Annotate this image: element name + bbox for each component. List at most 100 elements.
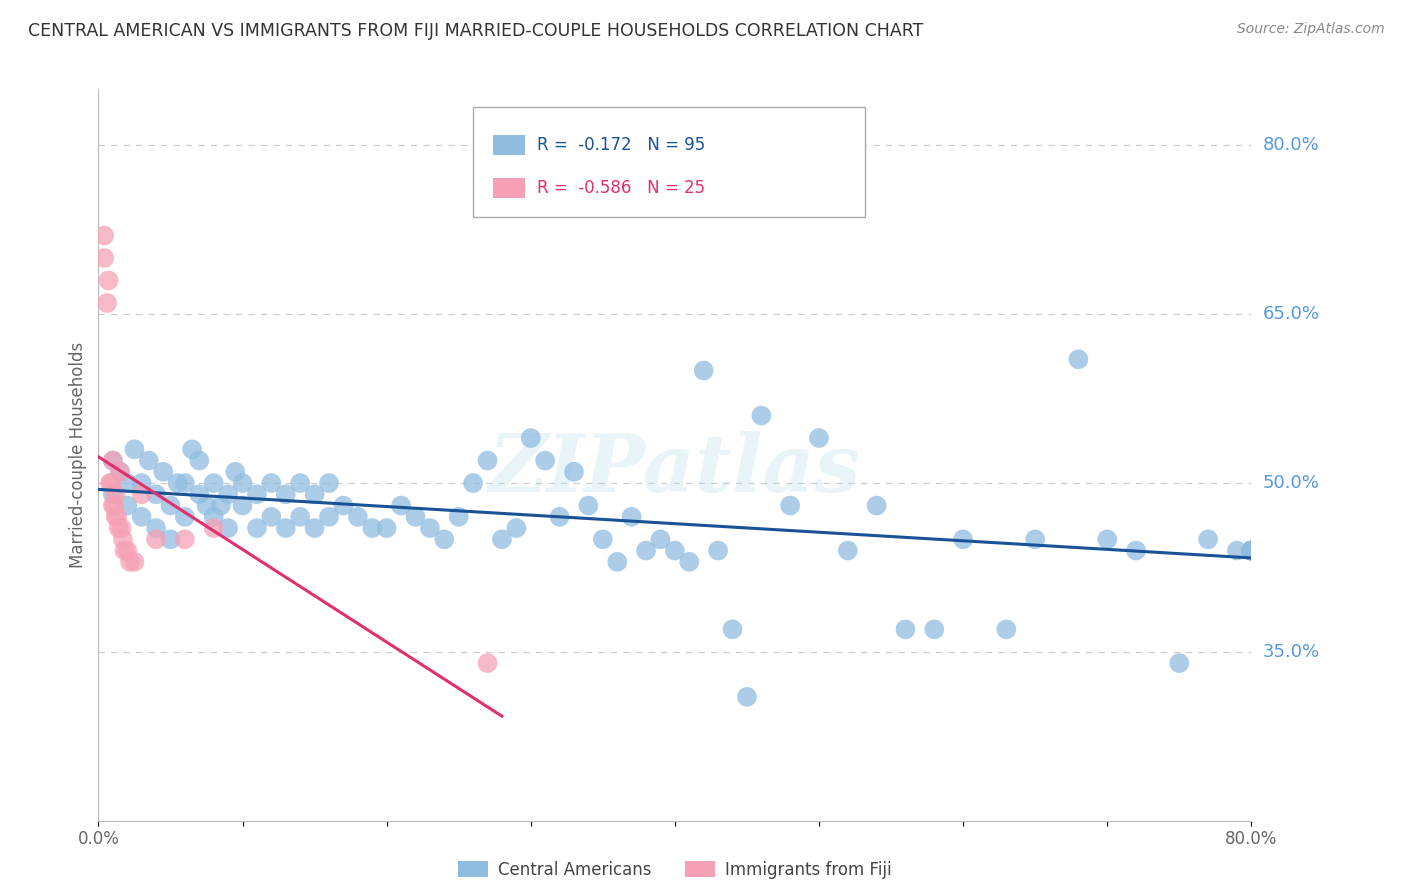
Point xyxy=(290,509,312,524)
Point xyxy=(304,521,326,535)
Point xyxy=(101,499,124,513)
Point xyxy=(1067,352,1090,367)
Point xyxy=(1240,543,1263,558)
Point xyxy=(97,273,120,287)
Point xyxy=(779,499,801,513)
Text: CENTRAL AMERICAN VS IMMIGRANTS FROM FIJI MARRIED-COUPLE HOUSEHOLDS CORRELATION C: CENTRAL AMERICAN VS IMMIGRANTS FROM FIJI… xyxy=(28,22,924,40)
Point xyxy=(105,509,128,524)
Bar xyxy=(492,178,524,198)
Point xyxy=(1240,543,1263,558)
Point xyxy=(1024,533,1046,547)
Point xyxy=(562,465,585,479)
Point xyxy=(124,555,146,569)
Point xyxy=(110,521,132,535)
Point xyxy=(145,521,167,535)
Point xyxy=(290,476,312,491)
Point xyxy=(131,487,153,501)
Point xyxy=(246,521,269,535)
Point xyxy=(578,499,600,513)
Point xyxy=(202,476,225,491)
Point xyxy=(103,499,125,513)
Point xyxy=(174,533,197,547)
Point xyxy=(260,509,283,524)
Point xyxy=(181,442,204,457)
Point xyxy=(477,656,499,670)
Point xyxy=(1240,543,1263,558)
Point xyxy=(104,487,127,501)
Point xyxy=(636,543,658,558)
Point xyxy=(693,363,716,377)
Legend: Central Americans, Immigrants from Fiji: Central Americans, Immigrants from Fiji xyxy=(451,855,898,886)
Point xyxy=(707,543,730,558)
Point xyxy=(548,509,571,524)
Point xyxy=(100,476,122,491)
Point xyxy=(231,499,254,513)
Point xyxy=(419,521,441,535)
Point xyxy=(477,453,499,467)
Point xyxy=(304,487,326,501)
Point xyxy=(124,442,146,457)
Point xyxy=(138,453,160,467)
Text: 35.0%: 35.0% xyxy=(1263,643,1320,661)
Point xyxy=(389,499,412,513)
Point xyxy=(93,228,115,243)
Point xyxy=(1240,543,1263,558)
Point xyxy=(751,409,773,423)
Text: 80.0%: 80.0% xyxy=(1263,136,1319,154)
Point xyxy=(202,521,225,535)
Point xyxy=(1197,533,1219,547)
Point xyxy=(318,509,340,524)
Point xyxy=(592,533,614,547)
Point xyxy=(195,499,218,513)
Point xyxy=(650,533,672,547)
Point xyxy=(117,499,138,513)
Point xyxy=(534,453,557,467)
Point xyxy=(117,543,138,558)
Point xyxy=(217,521,239,535)
Point xyxy=(332,499,354,513)
Point xyxy=(152,465,174,479)
Point xyxy=(1226,543,1249,558)
Point xyxy=(952,533,974,547)
Text: R =  -0.586   N = 25: R = -0.586 N = 25 xyxy=(537,179,704,197)
Text: 50.0%: 50.0% xyxy=(1263,474,1319,492)
Point xyxy=(837,543,859,558)
Text: 65.0%: 65.0% xyxy=(1263,305,1319,323)
Point xyxy=(361,521,384,535)
Bar xyxy=(492,135,524,155)
Point xyxy=(995,623,1018,637)
Point xyxy=(120,555,142,569)
Point xyxy=(1240,543,1263,558)
Point xyxy=(112,543,135,558)
Point xyxy=(735,690,758,704)
Point xyxy=(93,251,115,265)
Point xyxy=(101,453,124,467)
Point xyxy=(505,521,527,535)
Point xyxy=(111,533,134,547)
Point xyxy=(664,543,686,558)
Point xyxy=(1240,543,1263,558)
Point xyxy=(166,476,188,491)
Y-axis label: Married-couple Households: Married-couple Households xyxy=(69,342,87,568)
Point xyxy=(620,509,643,524)
Point xyxy=(145,487,167,501)
Point xyxy=(159,499,181,513)
Point xyxy=(217,487,239,501)
Point xyxy=(209,499,232,513)
Point xyxy=(606,555,628,569)
Point xyxy=(1240,543,1263,558)
Point xyxy=(108,465,131,479)
Point xyxy=(866,499,889,513)
Point xyxy=(224,465,246,479)
Point xyxy=(246,487,269,501)
Point xyxy=(491,533,513,547)
Point xyxy=(98,476,121,491)
Point xyxy=(318,476,340,491)
Point xyxy=(96,296,118,310)
Point xyxy=(1240,543,1263,558)
Point xyxy=(131,476,153,491)
Point xyxy=(447,509,470,524)
Point xyxy=(1240,543,1263,558)
Point xyxy=(922,623,945,637)
Text: R =  -0.172   N = 95: R = -0.172 N = 95 xyxy=(537,136,704,154)
